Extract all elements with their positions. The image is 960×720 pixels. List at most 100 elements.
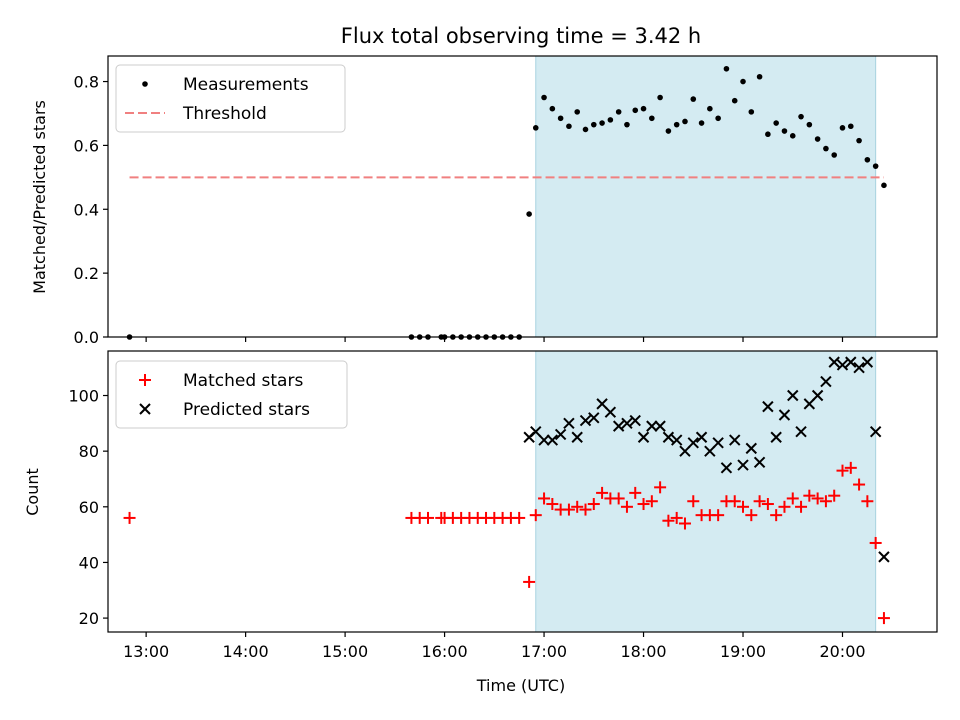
measurements-point-24 [599, 120, 605, 126]
measurements-point-19 [557, 115, 564, 122]
bottom-observing-window [535, 350, 877, 633]
top-observing-window [535, 55, 877, 338]
predicted-stars-point-7 [579, 414, 592, 427]
measurements-point-31 [657, 94, 663, 101]
y-tick-label: 0.0 [74, 328, 99, 347]
predicted-stars-point-2 [538, 434, 550, 446]
matched-stars-point-26 [612, 492, 625, 505]
predicted-stars-point-12 [621, 417, 633, 430]
y-tick-label: 60 [79, 498, 99, 517]
matched-stars-point-21 [571, 500, 584, 513]
measurements-point-27 [624, 121, 630, 128]
matched-stars-point-48 [795, 500, 808, 513]
matched-stars-point-22 [579, 503, 592, 516]
matched-stars-point-58 [877, 612, 890, 625]
matched-stars-point-53 [836, 464, 849, 477]
measurements-point-29 [640, 105, 647, 112]
measurements-point-23 [590, 121, 597, 128]
matched-stars-point-35 [687, 495, 700, 508]
measurements-point-51 [823, 145, 829, 152]
predicted-stars-point-11 [612, 420, 625, 432]
matched-stars-point-28 [629, 486, 642, 499]
count-panel: 20 40 60 80 100 13:00 14:00 15:00 16:00 17:00 18:… [23, 350, 938, 695]
measurements-point-35 [690, 96, 697, 102]
matched-stars-point-57 [869, 536, 882, 549]
matched-stars-point-51 [819, 495, 832, 508]
bottom-y-axis-label: Count [23, 468, 42, 516]
predicted-stars-point-36 [820, 375, 832, 388]
matched-stars-point-50 [811, 492, 824, 505]
matched-stars-point-47 [786, 492, 799, 505]
measurements-point-48 [798, 113, 804, 120]
measurements-point-45 [773, 120, 779, 126]
x-tick-label: 13:00 [123, 642, 169, 661]
matched-stars-point-45 [770, 509, 783, 522]
measurements-point-54 [847, 123, 854, 130]
top-axes-frame [107, 55, 938, 338]
predicted-stars-point-33 [795, 425, 807, 438]
chart-title: Flux total observing time = 3.42 h [341, 24, 701, 48]
matched-stars-point-18 [546, 498, 559, 511]
matched-stars-point-46 [778, 500, 791, 513]
predicted-stars-point-37 [828, 356, 840, 368]
measurements-point-20 [566, 123, 572, 130]
x-tick-label: 19:00 [720, 642, 766, 661]
x-tick-label: 15:00 [322, 642, 368, 661]
predicted-stars-point-24 [720, 462, 733, 474]
legend-measurements-label: Measurements [183, 75, 309, 95]
predicted-stars-point-10 [604, 406, 617, 418]
matched-stars-point-32 [662, 514, 675, 527]
predicted-stars-point-39 [845, 356, 857, 368]
predicted-stars-point-30 [770, 431, 782, 443]
y-tick-label: 0.6 [74, 136, 99, 155]
legend-threshold-label: Threshold [182, 104, 267, 124]
measurements-point-50 [814, 136, 821, 142]
top-legend: Measurements Threshold [115, 64, 346, 133]
matched-stars-point-31 [654, 481, 667, 494]
measurements-point-33 [673, 121, 680, 128]
measurements-point-47 [789, 133, 796, 139]
predicted-stars-point-23 [712, 437, 724, 449]
measurements-point-44 [765, 131, 771, 138]
matched-stars-point-3 [421, 511, 434, 524]
bottom-legend: Matched stars Predicted stars [115, 360, 348, 429]
top-y-ticks: 0.0 0.2 0.4 0.6 0.8 [74, 73, 108, 347]
measurements-point-34 [682, 118, 688, 125]
matched-stars-point-17 [538, 492, 551, 505]
measurements-point-39 [723, 65, 730, 72]
y-tick-label: 40 [79, 553, 99, 572]
count-points [123, 356, 890, 625]
legend-predicted-marker [139, 403, 151, 415]
predicted-stars-point-29 [762, 400, 774, 413]
matched-stars-point-41 [737, 500, 750, 513]
measurements-point-30 [649, 115, 655, 122]
predicted-stars-point-42 [869, 425, 882, 438]
top-x-ticks [145, 337, 844, 342]
measurements-point-38 [715, 115, 721, 122]
matched-stars-point-55 [853, 478, 866, 491]
measurements-point-32 [665, 128, 672, 134]
measurements-point-28 [632, 107, 639, 114]
measurements-point-37 [707, 105, 713, 112]
top-legend-box [115, 64, 346, 133]
measurements-point-21 [574, 109, 581, 115]
predicted-stars-point-3 [546, 434, 559, 446]
matched-stars-point-38 [712, 509, 725, 522]
matched-stars-point-44 [761, 498, 774, 511]
measurements-point-40 [731, 97, 738, 104]
predicted-stars-point-32 [787, 389, 799, 402]
top-y-axis-label: Matched/Predicted stars [30, 100, 49, 294]
measurements-point-25 [607, 117, 614, 123]
measurements-point-43 [756, 73, 763, 80]
predicted-stars-point-31 [778, 409, 791, 421]
matched-stars-point-0 [123, 511, 136, 524]
matched-stars-point-30 [645, 495, 658, 508]
predicted-stars-point-35 [811, 389, 824, 402]
x-tick-label: 16:00 [422, 642, 468, 661]
ratio-panel: 0.00.20.40.60.8 Matched/Predicted stars … [30, 55, 938, 347]
bottom-axes-frame [107, 350, 938, 633]
measurements-point-58 [881, 182, 887, 189]
matched-stars-point-29 [637, 498, 650, 511]
predicted-stars-point-4 [554, 428, 567, 441]
